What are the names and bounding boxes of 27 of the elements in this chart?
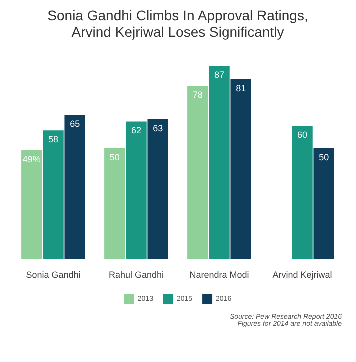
bar xyxy=(126,122,147,260)
bar xyxy=(209,66,230,260)
bar xyxy=(64,115,86,260)
data-label: 63 xyxy=(153,123,164,134)
data-label: 81 xyxy=(236,84,246,94)
bar xyxy=(148,119,168,260)
bar xyxy=(188,86,208,260)
data-label: 87 xyxy=(214,70,225,80)
bar xyxy=(314,148,334,260)
data-label: 78 xyxy=(192,90,203,100)
x-tick-label: Arvind Kejriwal xyxy=(272,270,332,280)
bar xyxy=(230,80,252,260)
data-label: 49% xyxy=(22,154,41,165)
bar xyxy=(292,126,313,260)
data-label: 50 xyxy=(110,152,120,162)
data-label: 65 xyxy=(70,119,80,130)
x-tick-label: Rahul Gandhi xyxy=(108,270,164,280)
bar xyxy=(43,130,64,260)
data-label: 62 xyxy=(131,126,142,136)
x-tick-label: Sonia Gandhi xyxy=(26,270,81,280)
data-label: 58 xyxy=(48,134,59,145)
bar xyxy=(104,148,126,260)
bar xyxy=(22,150,42,260)
x-tick-label: Narendra Modi xyxy=(190,270,250,280)
chart-title: Sonia Gandhi Climbs In Approval Ratings, Arvind Kejriwal Loses Significantly xyxy=(48,7,308,40)
data-label: 50 xyxy=(319,152,330,162)
data-label: 60 xyxy=(297,130,308,140)
